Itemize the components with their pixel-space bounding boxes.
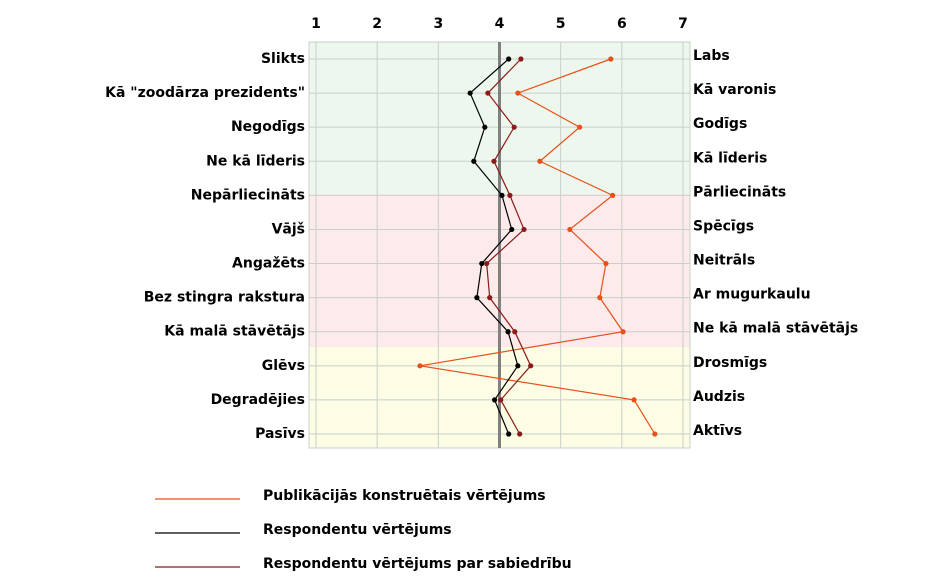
point [567, 226, 573, 233]
x-tick-label: 2 [372, 16, 382, 32]
point [509, 226, 515, 233]
point [505, 329, 511, 335]
point [597, 295, 603, 301]
left-label: Glēvs [262, 358, 305, 374]
marks [417, 56, 658, 437]
point [517, 431, 523, 437]
point [471, 158, 477, 164]
point [487, 295, 493, 301]
right-label: Audzis [693, 389, 745, 405]
series-line [419, 58, 656, 435]
left-label: Ne kā līderis [206, 153, 305, 169]
point [521, 226, 527, 233]
right-label: Aktīvs [693, 423, 742, 439]
point [528, 363, 534, 369]
left-label: Negodīgs [231, 119, 305, 135]
series-line [486, 58, 532, 435]
series-line [469, 58, 519, 435]
point [631, 397, 637, 403]
point [485, 90, 491, 96]
point [577, 124, 583, 130]
point [518, 56, 524, 62]
right-label: Kā līderis [693, 150, 767, 166]
x-tick-label: 5 [556, 16, 566, 32]
left-label: Angažēts [232, 256, 305, 272]
left-label: Bez stingra rakstura [144, 290, 305, 306]
point [482, 124, 488, 130]
right-label: Pārliecināts [693, 184, 786, 200]
point [467, 90, 473, 96]
right-label: Ne kā malā stāvētājs [693, 321, 858, 337]
point [608, 56, 614, 62]
point [474, 295, 480, 301]
point [515, 363, 521, 369]
left-label: Vājš [272, 221, 305, 237]
right-label: Godīgs [693, 116, 747, 132]
point [499, 192, 505, 198]
right-label: Kā varonis [693, 82, 776, 98]
left-label: Nepārliecināts [191, 187, 305, 203]
left-label: Degradējies [211, 392, 305, 408]
point [620, 329, 626, 335]
x-tick-label: 7 [678, 16, 688, 32]
left-label: Pasīvs [255, 426, 305, 442]
right-label: Labs [693, 48, 730, 64]
right-label: Drosmīgs [693, 355, 767, 371]
point [511, 124, 517, 130]
point [484, 260, 490, 267]
point [652, 431, 658, 437]
legend-label: Respondentu vērtējums par sabiedrību [263, 556, 572, 572]
point [498, 397, 504, 403]
x-tick-label: 4 [495, 16, 505, 32]
point [479, 260, 485, 267]
left-label: Slikts [261, 51, 305, 67]
point [512, 329, 518, 335]
point [603, 260, 609, 267]
x-tick-label: 6 [617, 16, 627, 32]
legend-label: Respondentu vērtējums [263, 522, 452, 538]
point [515, 90, 521, 96]
point [537, 158, 543, 164]
point [491, 158, 497, 164]
x-tick-label: 3 [433, 16, 443, 32]
x-tick-label: 1 [311, 16, 321, 32]
right-label: Ar mugurkaulu [693, 287, 811, 303]
left-label: Kā malā stāvētājs [164, 324, 305, 340]
left-label: Kā "zoodārza prezidents" [105, 85, 305, 101]
point [506, 56, 512, 62]
point [417, 363, 423, 369]
grid [308, 41, 691, 449]
right-label: Neitrāls [693, 253, 755, 269]
point [492, 397, 498, 403]
point [506, 431, 512, 437]
point [610, 192, 616, 198]
point [507, 192, 513, 198]
right-label: Spēcīgs [693, 218, 754, 234]
legend-label: Publikācijās konstruētais vērtējums [263, 488, 546, 504]
